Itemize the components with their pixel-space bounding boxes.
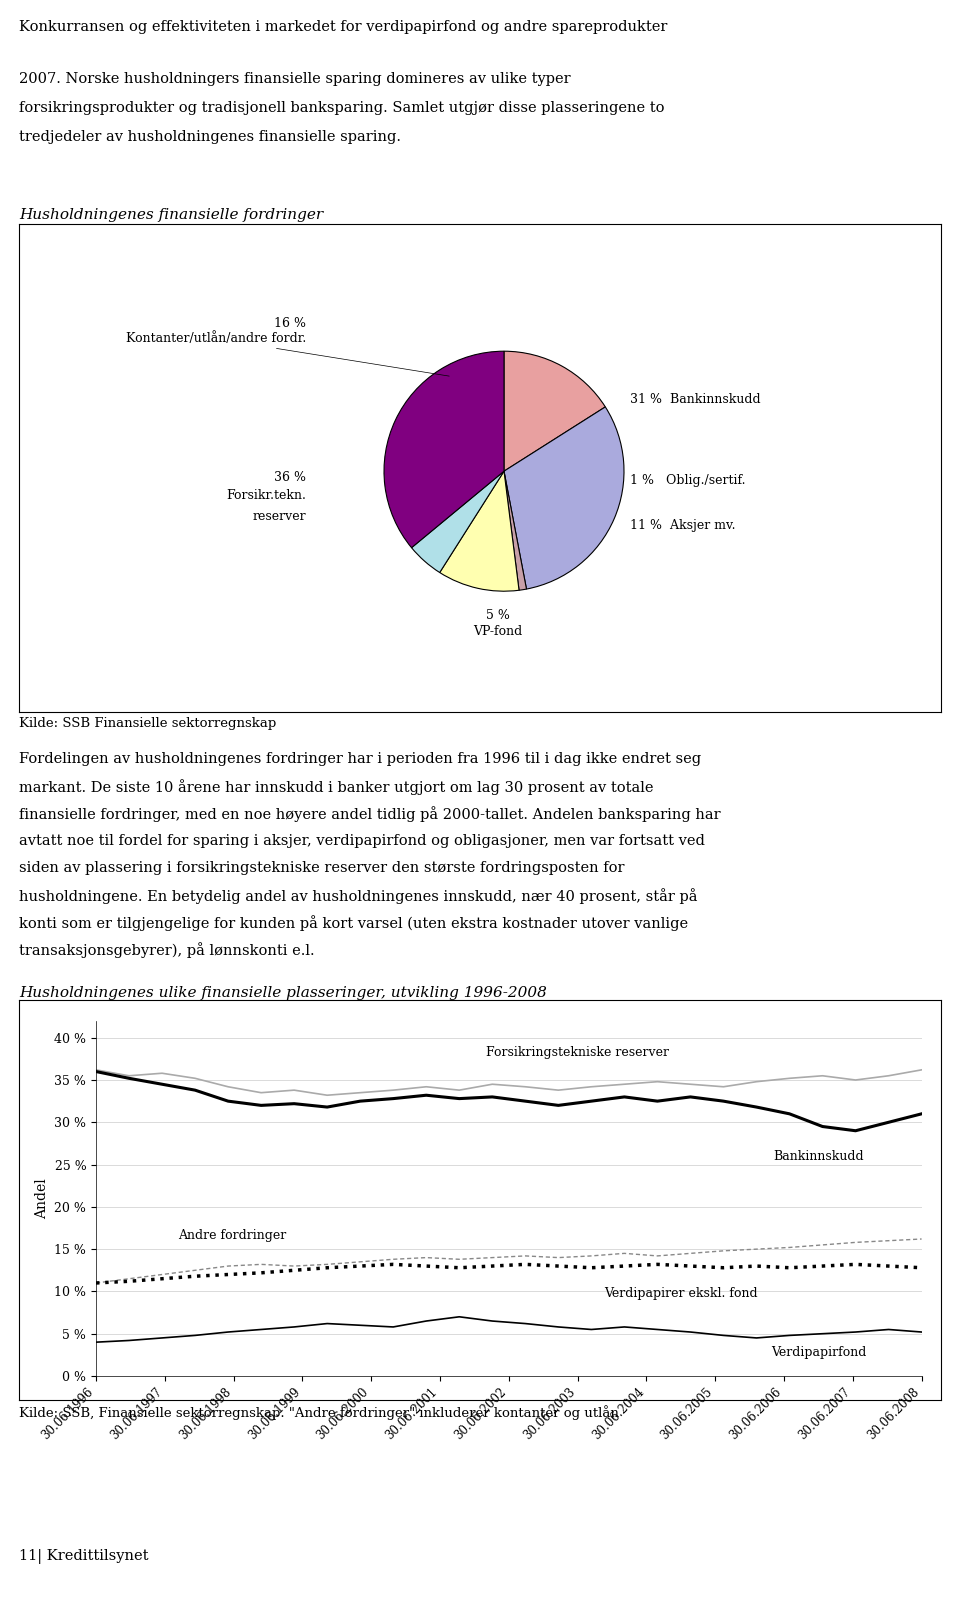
Text: Husholdningenes ulike finansielle plasseringer, utvikling 1996-2008: Husholdningenes ulike finansielle plasse… bbox=[19, 986, 547, 1000]
Text: 16 %: 16 % bbox=[274, 317, 306, 330]
Text: tredjedeler av husholdningenes finansielle sparing.: tredjedeler av husholdningenes finansiel… bbox=[19, 130, 401, 144]
Text: markant. De siste 10 årene har innskudd i banker utgjort om lag 30 prosent av to: markant. De siste 10 årene har innskudd … bbox=[19, 779, 654, 795]
Wedge shape bbox=[440, 470, 519, 590]
Wedge shape bbox=[504, 470, 526, 590]
Text: husholdningene. En betydelig andel av husholdningenes innskudd, nær 40 prosent, : husholdningene. En betydelig andel av hu… bbox=[19, 888, 698, 904]
Text: konti som er tilgjengelige for kunden på kort varsel (uten ekstra kostnader utov: konti som er tilgjengelige for kunden på… bbox=[19, 915, 688, 931]
Text: 11| Kredittilsynet: 11| Kredittilsynet bbox=[19, 1549, 149, 1563]
Text: Verdipapirer ekskl. fond: Verdipapirer ekskl. fond bbox=[604, 1286, 757, 1301]
Wedge shape bbox=[384, 352, 504, 547]
Text: forsikringsprodukter og tradisjonell banksparing. Samlet utgjør disse plassering: forsikringsprodukter og tradisjonell ban… bbox=[19, 101, 664, 115]
Text: Fordelingen av husholdningenes fordringer har i perioden fra 1996 til i dag ikke: Fordelingen av husholdningenes fordringe… bbox=[19, 752, 702, 766]
Wedge shape bbox=[504, 406, 624, 589]
Text: Konkurransen og effektiviteten i markedet for verdipapirfond og andre spareprodu: Konkurransen og effektiviteten i markede… bbox=[19, 19, 667, 34]
Text: siden av plassering i forsikringstekniske reserver den største fordringsposten f: siden av plassering i forsikringsteknisk… bbox=[19, 861, 625, 875]
Text: Kontanter/utlån/andre fordr.: Kontanter/utlån/andre fordr. bbox=[126, 333, 449, 376]
Wedge shape bbox=[412, 470, 504, 573]
Y-axis label: Andel: Andel bbox=[35, 1178, 49, 1219]
Text: transaksjonsgebyrer), på lønnskonti e.l.: transaksjonsgebyrer), på lønnskonti e.l. bbox=[19, 942, 315, 958]
Text: Kilde: SSB, Finansielle sektorregnskap. "Andre fordringer" inkluderer kontanter : Kilde: SSB, Finansielle sektorregnskap. … bbox=[19, 1405, 619, 1419]
Text: finansielle fordringer, med en noe høyere andel tidlig på 2000-tallet. Andelen b: finansielle fordringer, med en noe høyer… bbox=[19, 806, 721, 822]
Text: 1 %   Oblig./sertif.: 1 % Oblig./sertif. bbox=[630, 474, 746, 488]
Wedge shape bbox=[504, 352, 606, 470]
Text: Forsikringstekniske reserver: Forsikringstekniske reserver bbox=[486, 1046, 669, 1059]
Text: VP-fond: VP-fond bbox=[473, 626, 522, 638]
Text: Verdipapirfond: Verdipapirfond bbox=[771, 1346, 866, 1360]
Text: Kilde: SSB Finansielle sektorregnskap: Kilde: SSB Finansielle sektorregnskap bbox=[19, 717, 276, 730]
Text: Andre fordringer: Andre fordringer bbox=[179, 1229, 287, 1242]
Text: 31 %  Bankinnskudd: 31 % Bankinnskudd bbox=[630, 392, 760, 406]
Text: 36 %: 36 % bbox=[274, 470, 306, 483]
Text: reserver: reserver bbox=[252, 510, 306, 523]
Text: Bankinnskudd: Bankinnskudd bbox=[773, 1150, 864, 1163]
Text: 2007. Norske husholdningers finansielle sparing domineres av ulike typer: 2007. Norske husholdningers finansielle … bbox=[19, 72, 571, 86]
Text: Forsikr.tekn.: Forsikr.tekn. bbox=[227, 488, 306, 502]
Text: 5 %: 5 % bbox=[486, 610, 510, 622]
Text: avtatt noe til fordel for sparing i aksjer, verdipapirfond og obligasjoner, men : avtatt noe til fordel for sparing i aksj… bbox=[19, 834, 705, 848]
Text: 11 %  Aksjer mv.: 11 % Aksjer mv. bbox=[630, 518, 735, 531]
Text: Husholdningenes finansielle fordringer: Husholdningenes finansielle fordringer bbox=[19, 208, 324, 222]
